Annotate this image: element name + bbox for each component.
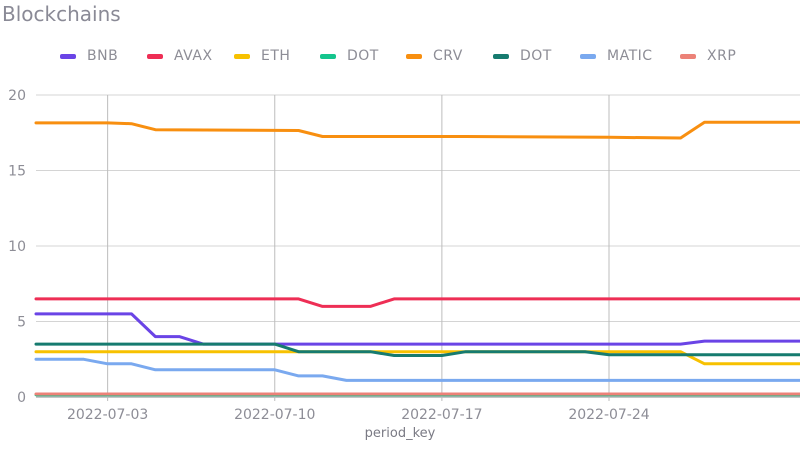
series-line-avax <box>34 297 800 308</box>
x-tick-label: 2022-07-24 <box>568 407 649 423</box>
legend-item-crv[interactable]: CRV <box>406 48 463 64</box>
legend-label: XRP <box>707 48 737 64</box>
legend-item-bnb[interactable]: BNB <box>60 48 118 64</box>
legend-item-xrp[interactable]: XRP <box>680 48 736 64</box>
legend-swatch <box>147 53 163 59</box>
chart-legend: BNB AVAX ETH DOT CRV DOT MATIC XRP <box>0 48 800 70</box>
legend-item-avax[interactable]: AVAX <box>147 48 213 64</box>
legend-item-matic[interactable]: MATIC <box>580 48 653 64</box>
y-tick-label: 0 <box>17 390 26 406</box>
legend-swatch <box>60 53 76 59</box>
y-tick-label: 10 <box>8 239 26 255</box>
y-tick-label: 15 <box>8 164 26 180</box>
y-tick-label: 20 <box>8 88 26 104</box>
legend-swatch <box>406 53 422 59</box>
legend-item-eth[interactable]: ETH <box>234 48 290 64</box>
series-line-crv <box>34 120 800 140</box>
legend-label: MATIC <box>607 48 653 64</box>
legend-label: ETH <box>261 48 291 64</box>
legend-swatch <box>234 53 250 59</box>
legend-label: BNB <box>87 48 119 64</box>
series-line-dot <box>34 342 800 357</box>
legend-swatch <box>493 53 509 59</box>
series-line-bnb <box>34 312 800 346</box>
x-tick-label: 2022-07-17 <box>401 407 482 423</box>
legend-item-dot-2[interactable]: DOT <box>493 48 552 64</box>
x-axis-label: period_key <box>364 426 436 441</box>
legend-label: CRV <box>433 48 463 64</box>
legend-label: DOT <box>520 48 552 64</box>
x-tick-label: 2022-07-10 <box>234 407 315 423</box>
legend-label: DOT <box>347 48 379 64</box>
series-line-matic <box>34 357 800 382</box>
legend-swatch <box>320 53 336 59</box>
chart-title: Blockchains <box>2 2 121 26</box>
x-tick-label: 2022-07-03 <box>67 407 148 423</box>
legend-label: AVAX <box>174 48 213 64</box>
legend-item-dot[interactable]: DOT <box>320 48 379 64</box>
y-tick-label: 5 <box>17 315 26 331</box>
legend-swatch <box>680 53 696 59</box>
legend-swatch <box>580 53 596 59</box>
